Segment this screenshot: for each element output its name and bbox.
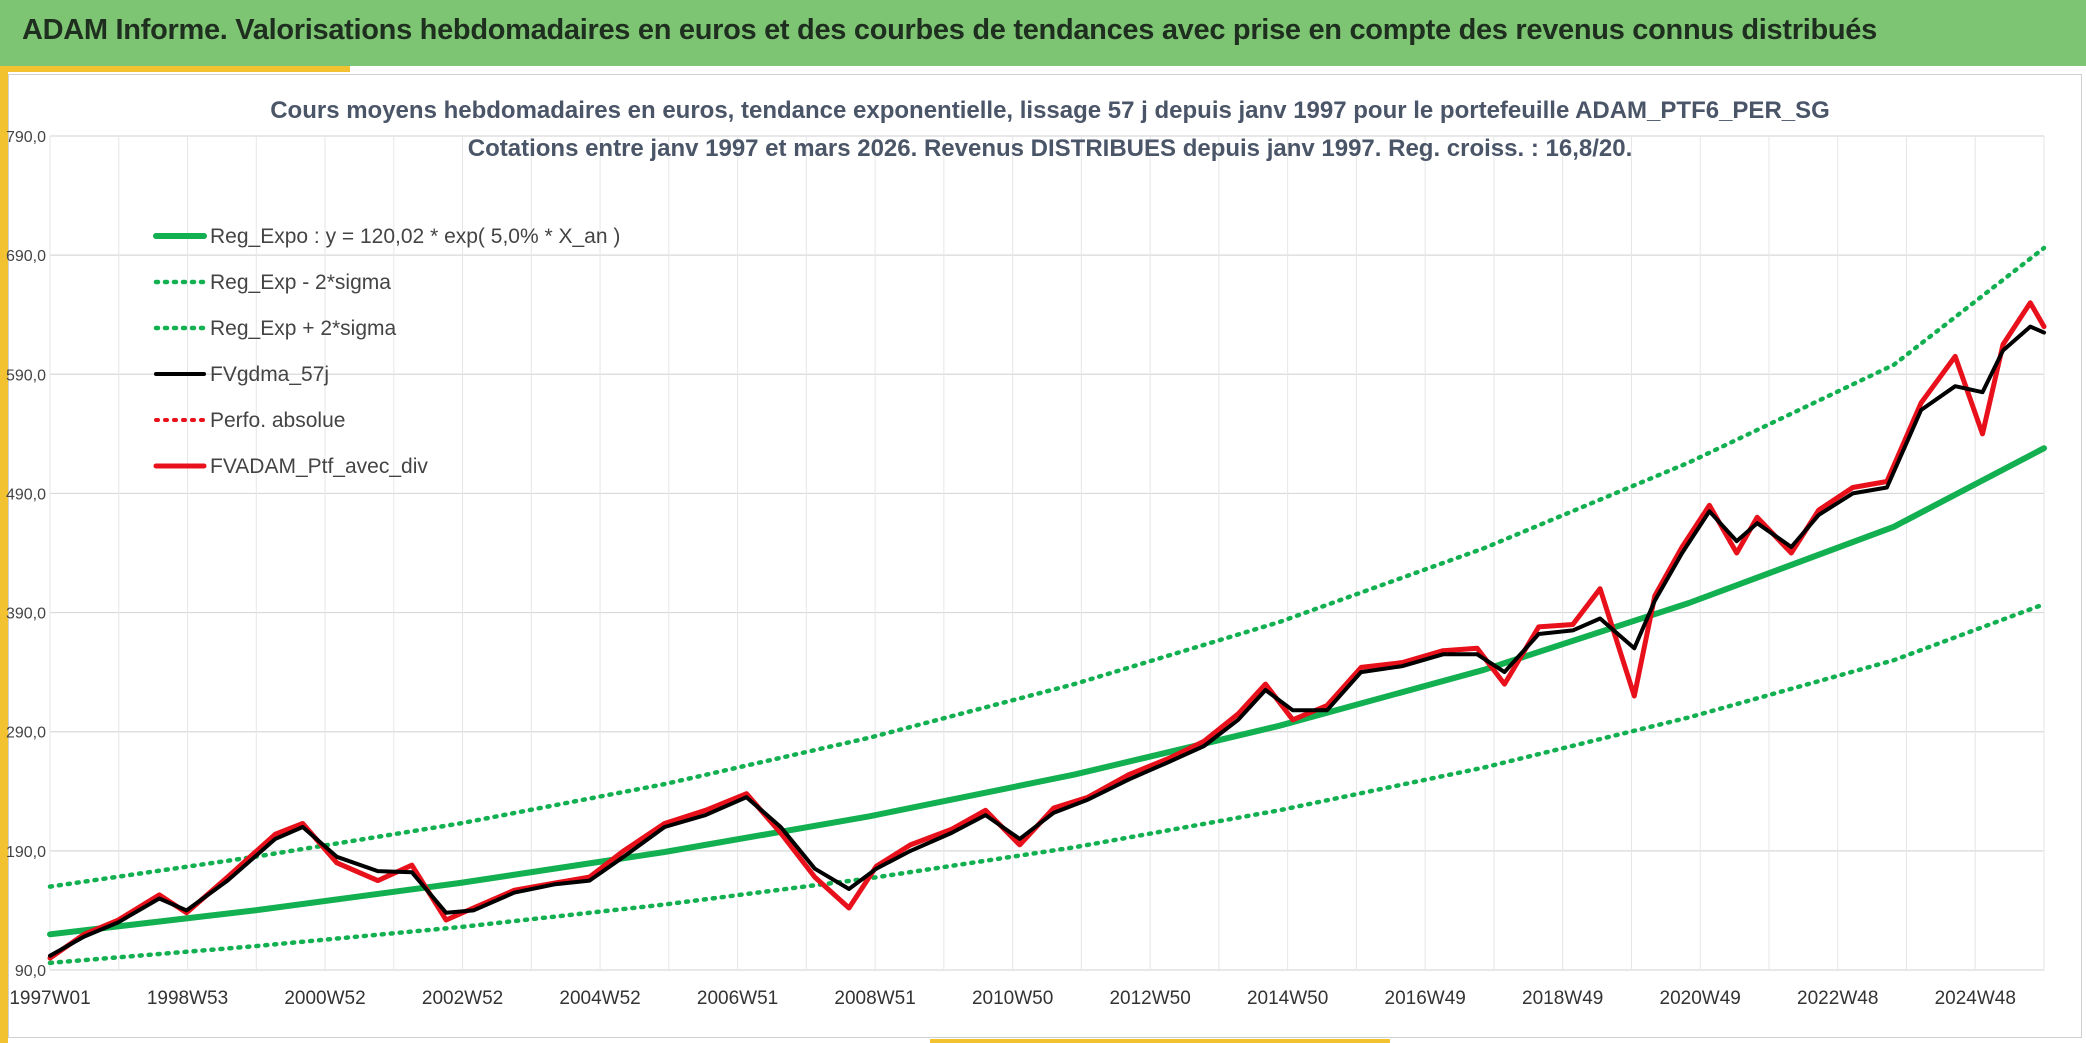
x-tick-label: 2012W50 [1109, 988, 1190, 1009]
y-tick-label: 390,0 [6, 606, 46, 623]
title-banner: ADAM Informe. Valorisations hebdomadaire… [0, 0, 2086, 66]
y-axis-ticks: 90,0 190,0 290,0 390,0 490,0 590,0 690,0 790,0 [6, 129, 46, 980]
x-tick-label: 2004W52 [559, 988, 640, 1009]
series-line-0 [47, 445, 2047, 938]
x-tick-label: 2022W48 [1797, 988, 1878, 1009]
x-tick-label: 2002W52 [422, 988, 503, 1009]
legend-entry: FVADAM_Ptf_avec_div [210, 455, 428, 478]
series-line-3 [48, 324, 2046, 958]
series-line-2 [47, 245, 2047, 889]
y-tick-label: 190,0 [6, 844, 46, 861]
chart-grid [49, 135, 2045, 971]
accent-left-border [0, 66, 8, 1043]
x-tick-label: 2020W49 [1660, 988, 1741, 1009]
y-tick-label: 90,0 [15, 963, 46, 980]
page-title: ADAM Informe. Valorisations hebdomadaire… [22, 14, 1877, 46]
legend-entry: FVgdma_57j [210, 363, 329, 386]
chart-title: Cours moyens hebdomadaires en euros, ten… [270, 97, 1830, 124]
y-tick-label: 490,0 [6, 486, 46, 503]
x-tick-label: 2008W51 [834, 988, 915, 1009]
accent-bar [0, 66, 350, 72]
x-tick-label: 2018W49 [1522, 988, 1603, 1009]
legend-entry: Perfo. absolue [210, 409, 345, 432]
x-tick-label: 1997W01 [9, 988, 90, 1009]
legend-entry: Reg_Exp + 2*sigma [210, 317, 397, 340]
y-tick-label: 790,0 [6, 129, 46, 146]
x-tick-label: 2014W50 [1247, 988, 1328, 1009]
chart-frame [8, 74, 2082, 1038]
y-tick-label: 290,0 [6, 725, 46, 742]
chart-legend: Reg_Expo : y = 120,02 * exp( 5,0% * X_an… [153, 225, 620, 478]
y-tick-label: 590,0 [6, 367, 46, 384]
series-line-1 [47, 601, 2047, 966]
chart-subtitle: Cotations entre janv 1997 et mars 2026. … [468, 135, 1633, 162]
x-tick-label: 2010W50 [972, 988, 1053, 1009]
x-tick-label: 2000W52 [284, 988, 365, 1009]
accent-bottom-bar [930, 1039, 1390, 1043]
legend-entry: Reg_Exp - 2*sigma [210, 271, 391, 294]
chart-series [47, 245, 2047, 966]
x-tick-label: 2006W51 [697, 988, 778, 1009]
x-tick-label: 1998W53 [147, 988, 228, 1009]
y-tick-label: 690,0 [6, 248, 46, 265]
x-tick-label: 2024W48 [1935, 988, 2016, 1009]
x-axis-ticks: 1997W01 1998W53 2000W52 2002W52 2004W52 2006W… [9, 988, 2016, 1009]
x-tick-label: 2016W49 [1385, 988, 1466, 1009]
series-line-5 [47, 300, 2047, 961]
legend-entry: Reg_Expo : y = 120,02 * exp( 5,0% * X_an… [210, 225, 620, 248]
